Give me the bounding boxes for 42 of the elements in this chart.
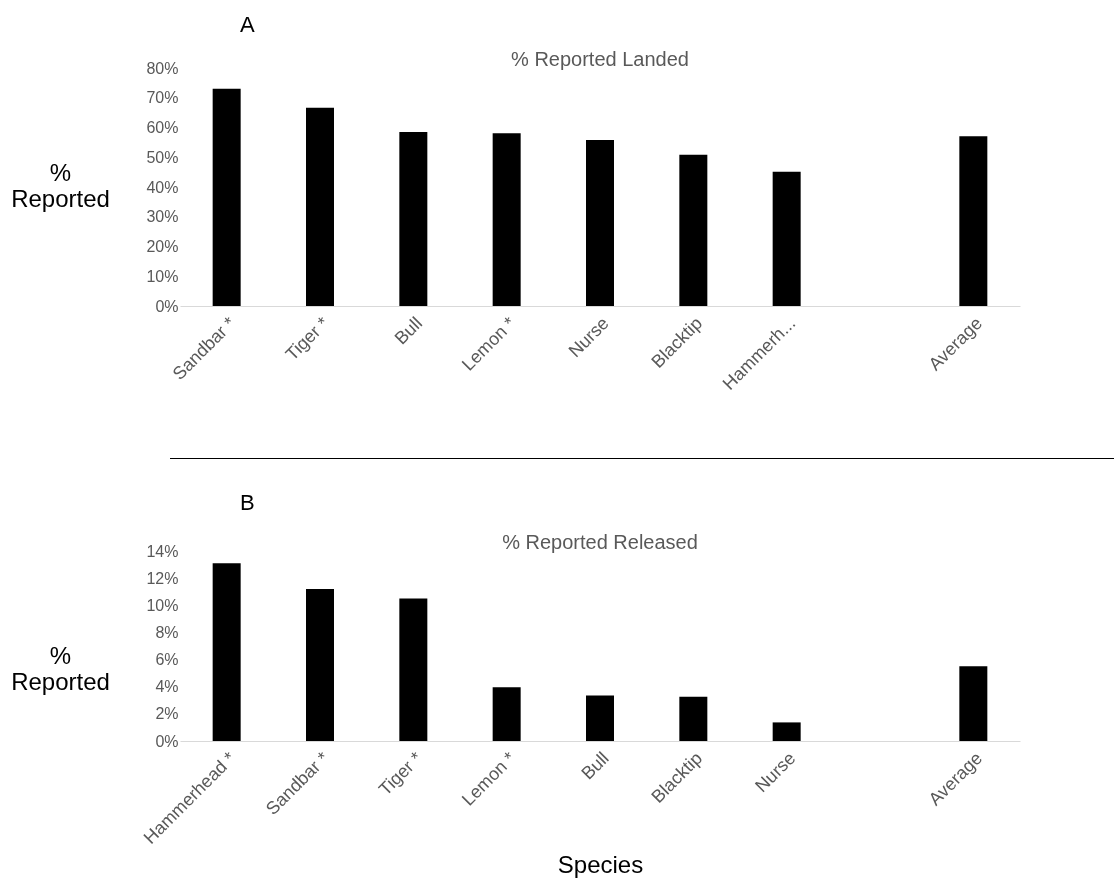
- x-tick-label: Bull: [577, 748, 613, 784]
- y-axis-title: % Reported: [11, 641, 110, 695]
- y-tick-label: 4%: [155, 678, 179, 696]
- text: B: [240, 490, 255, 516]
- y-tick-label: 0%: [155, 297, 179, 315]
- y-tick-label: 8%: [155, 623, 179, 641]
- bar: [492, 133, 521, 306]
- bar: [772, 722, 801, 741]
- bar: [399, 598, 428, 741]
- y-tick-label: 60%: [146, 119, 179, 136]
- bar: [306, 107, 334, 306]
- y-tick-label: 10%: [146, 267, 179, 285]
- y-tick-label: 40%: [146, 178, 179, 196]
- bar: [679, 154, 708, 306]
- bar: [586, 140, 614, 306]
- y-tick-label: 14%: [146, 542, 179, 560]
- bar: [959, 136, 988, 306]
- x-tick-label: Bull: [390, 313, 427, 349]
- y-tick-label: 70%: [146, 89, 179, 107]
- bar: [212, 88, 241, 306]
- bar: [492, 687, 521, 741]
- bar: [586, 695, 614, 741]
- bar: [306, 589, 334, 741]
- y-tick-label: 2%: [155, 705, 179, 723]
- y-axis-title: % Reported: [11, 158, 110, 212]
- bar: [399, 131, 428, 306]
- y-tick-label: 6%: [155, 651, 179, 669]
- y-tick-label: 80%: [146, 59, 179, 77]
- y-tick-label: 12%: [146, 569, 179, 587]
- bar: [772, 171, 801, 306]
- text: A: [240, 12, 255, 38]
- bar: [959, 666, 988, 741]
- chart-title: % Reported Released: [502, 531, 698, 553]
- bar: [679, 696, 708, 741]
- y-tick-label: 30%: [146, 208, 179, 226]
- y-tick-label: 10%: [146, 596, 179, 614]
- x-axis-title: Species: [557, 850, 644, 878]
- bar: [212, 563, 241, 741]
- y-tick-label: 20%: [146, 238, 179, 255]
- y-tick-label: 0%: [155, 732, 179, 750]
- y-tick-label: 50%: [146, 148, 179, 166]
- chart-title: % Reported Landed: [511, 48, 689, 70]
